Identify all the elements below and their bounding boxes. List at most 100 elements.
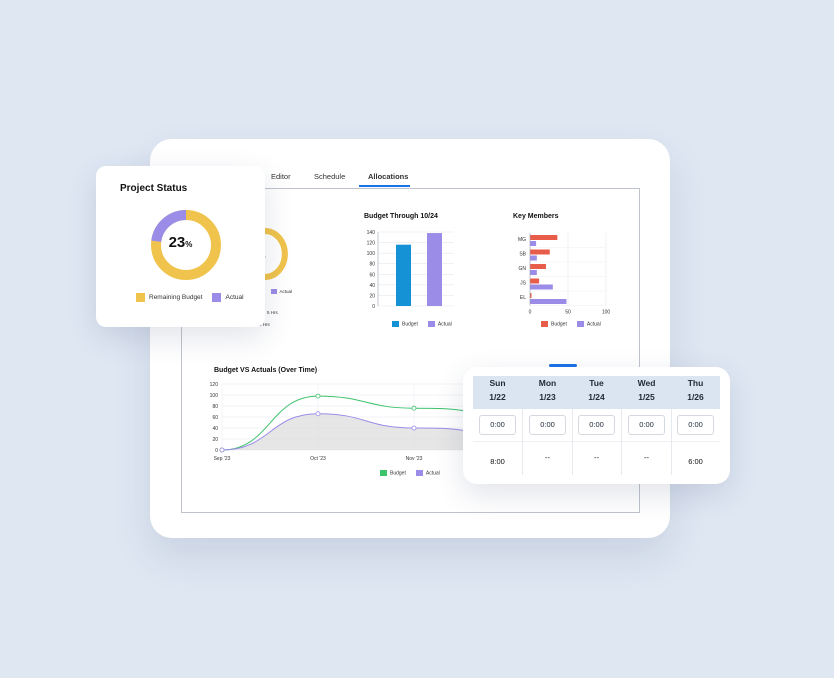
- bar-actual: [427, 233, 442, 306]
- legend-swatch-budget: [392, 321, 399, 327]
- legend-remaining-budget: Remaining Budget: [149, 294, 203, 302]
- project-status-percent: 23%: [96, 234, 265, 251]
- x-tick-label: Sep '23: [214, 456, 231, 462]
- y-tick-label: 0: [215, 448, 218, 454]
- x-tick-label: 0: [529, 310, 532, 316]
- time-input-mon[interactable]: 0:00: [529, 415, 566, 435]
- background-hours-2: al Hrs: [258, 322, 270, 327]
- point-actual: [315, 411, 321, 417]
- day-name: Tue: [589, 378, 604, 388]
- category-label: GN: [519, 266, 527, 272]
- y-tick-label: 140: [367, 230, 376, 236]
- y-tick-label: 100: [367, 251, 376, 257]
- x-tick-label: 50: [565, 310, 571, 316]
- day-column-wed: Wed 1/25: [622, 376, 671, 404]
- bar-el-budget: [530, 293, 532, 298]
- day-date: 1/26: [687, 392, 704, 402]
- day-name: Wed: [637, 378, 656, 388]
- y-tick-label: 80: [369, 262, 375, 268]
- y-tick-label: 20: [212, 437, 218, 443]
- column-divider: [572, 409, 573, 475]
- background-hours-1: 5 Hrs: [267, 310, 278, 315]
- tab-allocations[interactable]: Allocations: [368, 172, 409, 181]
- hours-mon: --: [545, 453, 550, 462]
- legend-swatch-budget: [541, 321, 548, 327]
- budget-through-legend: Budget Actual: [392, 321, 452, 327]
- day-date: 1/23: [539, 392, 556, 402]
- legend-swatch-budget: [380, 470, 387, 476]
- legend-budget: Budget: [390, 470, 406, 477]
- legend-swatch-actual: [576, 321, 584, 327]
- bar-el-actual: [530, 299, 567, 304]
- budget-vs-actuals-title: Budget VS Actuals (Over Time): [214, 367, 318, 374]
- column-divider: [621, 409, 622, 475]
- background-legend-actual: Actual: [279, 289, 293, 294]
- time-input-sun[interactable]: 0:00: [479, 415, 516, 435]
- tab-editor[interactable]: Editor: [271, 172, 291, 181]
- y-tick-label: 80: [212, 404, 218, 410]
- y-tick-label: 40: [212, 426, 218, 432]
- bar-budget: [396, 244, 411, 306]
- legend-swatch-actual: [427, 321, 435, 327]
- x-tick-label: Nov '23: [406, 456, 423, 462]
- budget-through-title: Budget Through 10/24: [364, 213, 438, 220]
- hours-tue: --: [594, 453, 599, 462]
- schedule-header: [473, 376, 720, 409]
- legend-actual: Actual: [225, 294, 244, 302]
- day-date: 1/22: [489, 392, 506, 402]
- x-tick-label: 100: [602, 310, 611, 316]
- bar-gn-actual: [530, 270, 537, 275]
- project-status-legend: Remaining Budget Actual: [136, 293, 244, 302]
- day-column-mon: Mon 1/23: [523, 376, 572, 404]
- x-tick-label: Oct '23: [310, 456, 326, 462]
- key-members-title: Key Members: [513, 213, 559, 220]
- point-actual: [411, 425, 417, 431]
- day-column-sun: Sun 1/22: [473, 376, 522, 404]
- line-actual: [221, 413, 468, 451]
- donut-actual-arc: [151, 210, 187, 243]
- bar-sb-budget: [530, 249, 550, 255]
- schedule-card: Sun 1/22 Mon 1/23 Tue 1/24 Wed 1/25 Thu 1/26 …: [463, 367, 730, 484]
- point-budget: [315, 393, 321, 399]
- y-tick-label: 40: [369, 283, 375, 289]
- budget-through-chart: 0 20 40 60 80 100 120 140: [367, 230, 454, 310]
- category-label: EL: [520, 295, 526, 301]
- project-status-card: Project Status 23% Remaining Budget Actu…: [96, 166, 265, 327]
- point-budget: [411, 405, 417, 411]
- y-tick-label: 60: [212, 415, 218, 421]
- day-column-tue: Tue 1/24: [572, 376, 621, 404]
- bar-js-actual: [530, 284, 553, 290]
- day-name: Mon: [538, 378, 557, 388]
- day-name: Sun: [489, 378, 506, 388]
- key-members-chart: 0 50 100 MG SB GN JS EL: [518, 233, 611, 316]
- legend-budget: Budget: [402, 321, 418, 328]
- legend-budget: Budget: [551, 321, 567, 328]
- bar-gn-budget: [530, 264, 546, 269]
- day-date: 1/25: [638, 392, 655, 402]
- category-label: SB: [519, 252, 526, 258]
- hours-thu: 6:00: [688, 457, 703, 466]
- y-tick-label: 120: [367, 241, 376, 247]
- legend-swatch-actual: [270, 289, 277, 295]
- day-date: 1/24: [588, 392, 605, 402]
- time-input-wed[interactable]: 0:00: [628, 415, 665, 435]
- time-input-thu[interactable]: 0:00: [677, 415, 714, 435]
- column-divider: [671, 409, 672, 475]
- day-column-thu: Thu 1/26: [671, 376, 720, 404]
- project-status-title: Project Status: [120, 183, 188, 194]
- percent-sign: %: [185, 240, 193, 249]
- legend-swatch-remaining: [136, 293, 145, 302]
- category-label: JS: [520, 281, 527, 287]
- legend-actual: Actual: [437, 321, 452, 328]
- time-input-tue[interactable]: 0:00: [578, 415, 615, 435]
- key-members-legend: Budget Actual: [541, 321, 601, 327]
- budget-vs-actuals-legend: Budget Actual: [380, 470, 440, 476]
- hours-sun: 8:00: [490, 457, 505, 466]
- legend-swatch-actual: [212, 293, 222, 302]
- area-actual: [222, 413, 467, 450]
- column-divider: [522, 409, 523, 475]
- category-label: MG: [518, 237, 526, 243]
- tab-schedule[interactable]: Schedule: [314, 172, 346, 181]
- budget-vs-actuals-chart: 0 20 40 60 80 100 120 Sep '23 Oct '23 Nov '23: [210, 382, 468, 462]
- legend-actual: Actual: [425, 470, 440, 477]
